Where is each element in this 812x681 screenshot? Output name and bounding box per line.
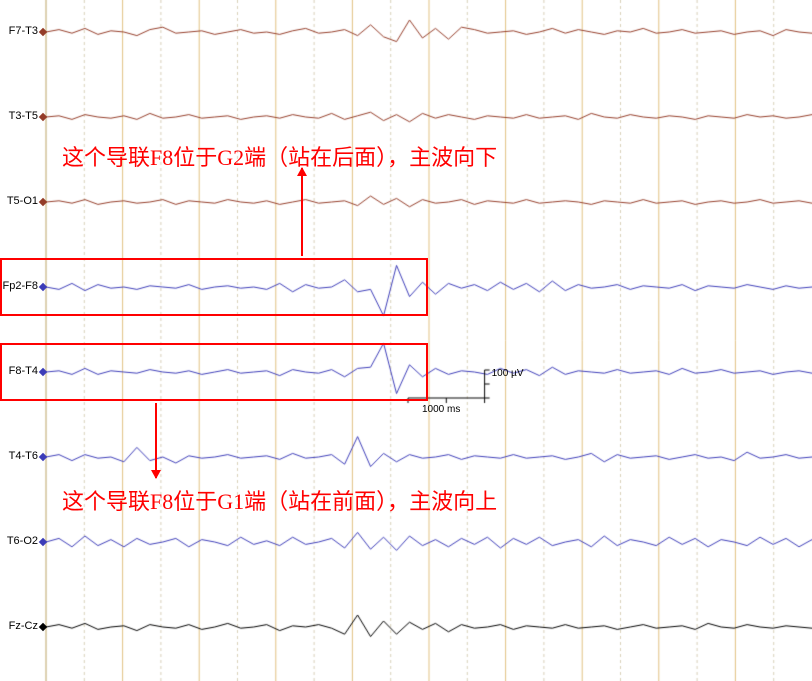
anno-g1: 这个导联F8位于G1端（站在前面），主波向上: [62, 484, 497, 516]
arrow-up-head: [151, 470, 161, 479]
scale-time-label: 1000 ms: [422, 404, 460, 415]
anno-g2: 这个导联F8位于G2端（站在后面），主波向下: [62, 140, 497, 172]
channel-label-Fz-Cz: Fz-Cz: [0, 620, 38, 632]
scale-amp-label: 100 µV: [492, 368, 524, 379]
arrow-down-line: [301, 168, 303, 256]
eeg-chart: [0, 0, 812, 681]
arrow-down-head: [297, 167, 307, 176]
channel-label-T6-O2: T6-O2: [0, 535, 38, 547]
box-f8-t4: [0, 343, 428, 401]
channel-label-T4-T6: T4-T6: [0, 450, 38, 462]
channel-label-T5-O1: T5-O1: [0, 195, 38, 207]
channel-label-T3-T5: T3-T5: [0, 110, 38, 122]
arrow-up-line: [155, 403, 157, 478]
box-fp2-f8: [0, 258, 428, 316]
channel-label-F7-T3: F7-T3: [0, 25, 38, 37]
